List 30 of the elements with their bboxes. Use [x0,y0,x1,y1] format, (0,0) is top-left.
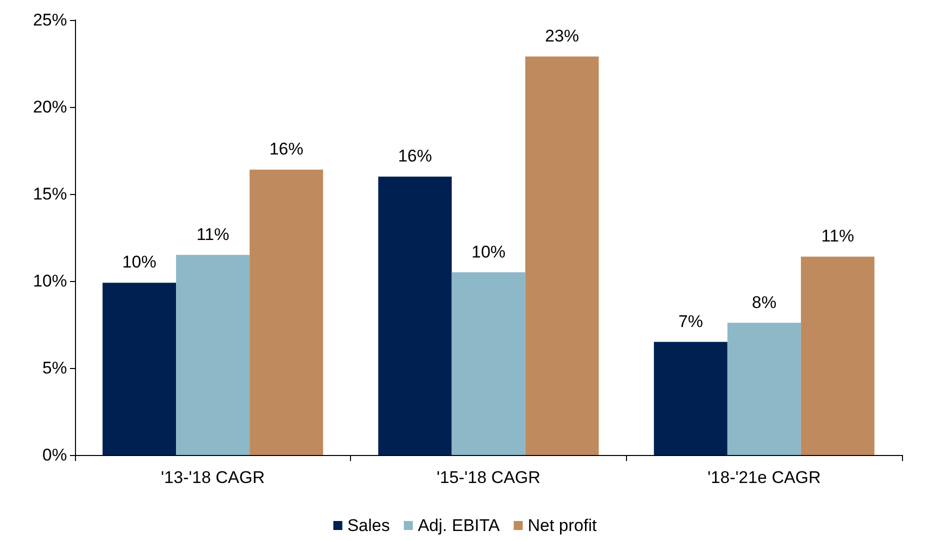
x-tick-label: '18-'21e CAGR [708,468,821,487]
bar [102,282,176,455]
y-tick-label: 25% [32,10,67,30]
y-tick-label: 5% [42,358,67,378]
y-tick-label: 10% [32,272,67,290]
bar [250,170,324,455]
y-tick-label: 20% [32,98,67,116]
bar [176,254,250,455]
bar [654,342,728,455]
data-label: 7% [678,312,703,331]
y-tick-label: 0% [42,446,67,464]
data-label: 11% [821,226,854,246]
bar [525,56,599,455]
data-label: 8% [752,292,776,312]
legend-label: Net profit [528,516,597,535]
data-label: 10% [471,242,506,262]
legend-label: Adj. EBITA [418,516,500,535]
bar [800,256,874,455]
data-label: 23% [544,26,580,46]
bar [727,322,801,455]
y-tick-label: 15% [32,184,67,204]
data-label: 11% [196,224,230,244]
data-label: 10% [122,252,156,272]
x-tick-label: '13-'18 CAGR [160,468,265,487]
bar [378,176,452,455]
data-label: 16% [269,140,304,159]
bar [452,272,526,455]
x-tick-label: '15-'18 CAGR [436,468,540,487]
data-label: 16% [398,146,432,166]
legend-label: Sales [347,516,390,535]
